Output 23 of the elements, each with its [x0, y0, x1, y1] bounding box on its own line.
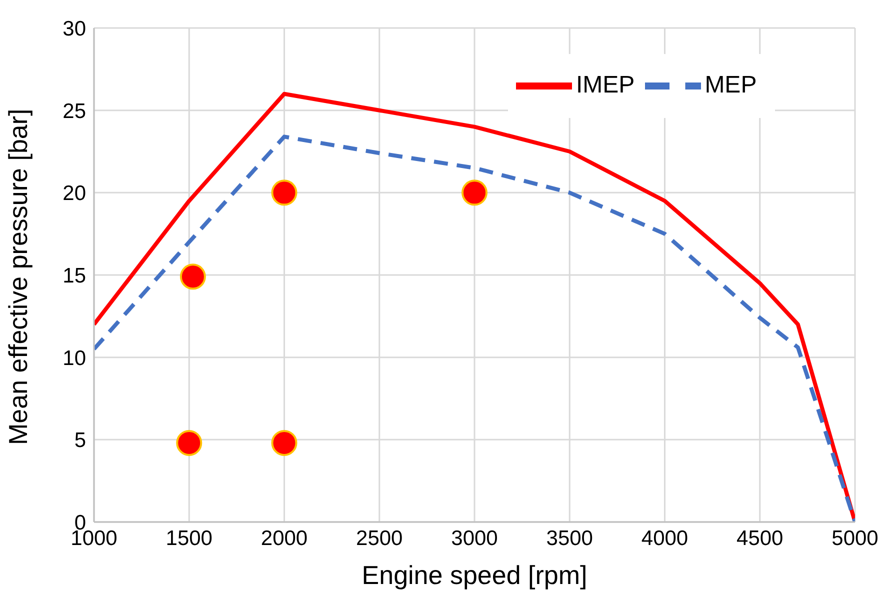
point: [271, 430, 298, 456]
y-tick-label: 30: [62, 17, 86, 40]
x-tick-label: 3500: [546, 526, 593, 550]
x-axis-title: Engine speed [rpm]: [362, 560, 588, 590]
y-tick-label: 10: [62, 346, 86, 370]
x-tick-label: 2500: [356, 526, 403, 550]
point: [180, 264, 206, 290]
legend-label: MEP: [704, 71, 757, 98]
y-tick-label: 15: [62, 264, 86, 288]
x-tick-label: 5000: [832, 526, 878, 550]
point: [462, 180, 488, 206]
x-tick-label: 4500: [736, 526, 784, 550]
y-tick-label: 5: [74, 429, 86, 452]
point: [271, 180, 298, 206]
x-tick-label: 1500: [166, 526, 212, 550]
x-tick-label: 4000: [641, 526, 688, 550]
y-tick-label: 25: [62, 100, 86, 123]
legend-label: IMEP: [576, 71, 635, 98]
y-axis-title: Mean effective pressure [bar]: [3, 108, 34, 445]
x-tick-label: 3000: [451, 526, 498, 550]
y-tick-label: 20: [62, 182, 86, 206]
point: [176, 430, 202, 456]
x-tick-label: 2000: [260, 526, 308, 550]
